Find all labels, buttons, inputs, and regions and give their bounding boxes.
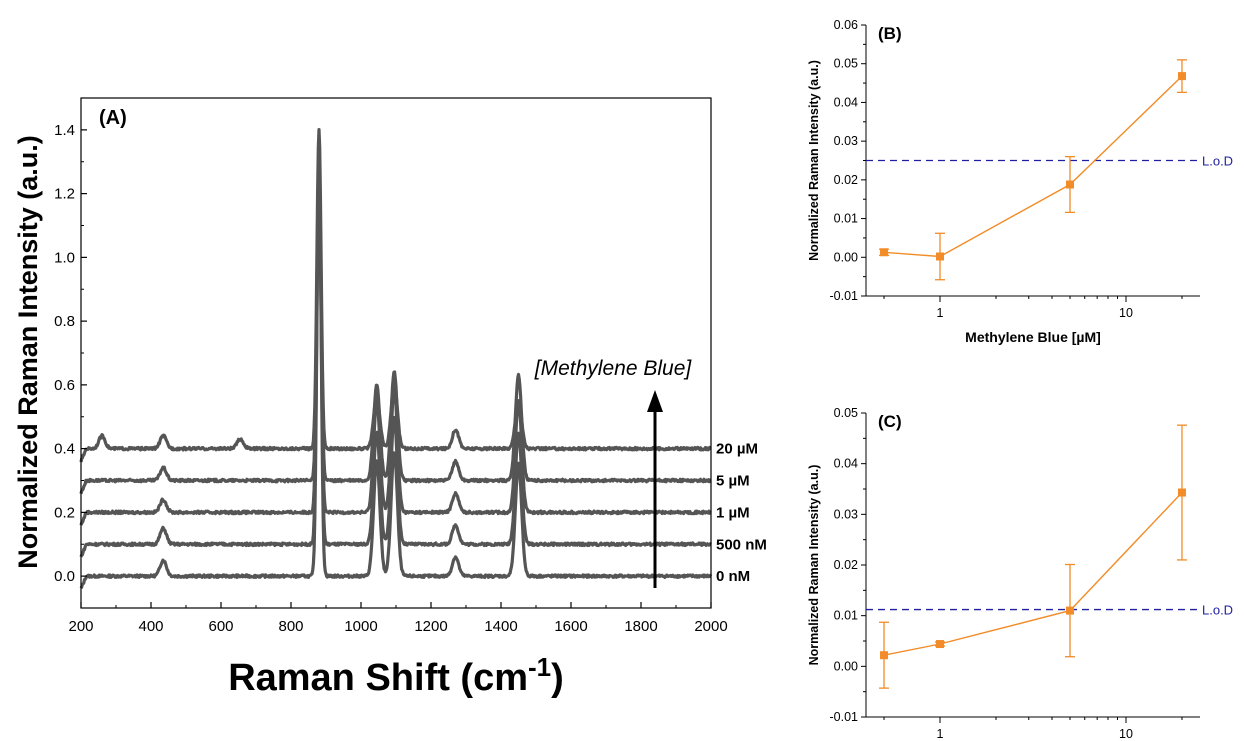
y-tick-label-a: 1.0 — [54, 249, 75, 266]
x-tick-label-a: 600 — [208, 618, 233, 635]
panel-label-c: (C) — [878, 412, 902, 431]
lod-label-b: L.o.D — [1202, 154, 1233, 169]
series-label: 1 µM — [716, 504, 750, 521]
data-line-c — [883, 492, 1183, 656]
y-tick-label-a: 0.0 — [54, 568, 75, 585]
y-tick-label-b: 0.03 — [834, 134, 858, 148]
y-tick-label-c: 0.02 — [834, 558, 858, 572]
data-point — [880, 651, 889, 660]
y-tick-label-a: 0.4 — [54, 441, 75, 458]
x-tick-label-a: 2000 — [694, 618, 727, 635]
y-tick-label-b: 0.04 — [834, 95, 858, 109]
panel-label-a: (A) — [99, 107, 127, 129]
y-axis-title-c: Normalized Raman Intensity (a.u.) — [807, 465, 821, 666]
y-tick-label-b: 0.01 — [834, 212, 858, 226]
spectra-group — [79, 128, 713, 590]
y-tick-label-a: 0.6 — [54, 377, 75, 394]
x-tick-label-b: 10 — [1119, 306, 1133, 320]
y-axis-title-b: Normalized Raman Intensity (a.u.) — [807, 60, 821, 261]
data-line-b — [883, 75, 1183, 258]
y-tick-label-b: 0.05 — [834, 57, 858, 71]
x-tick-label-c: 1 — [937, 727, 944, 741]
x-axis-title-b: Methylene Blue [µM] — [965, 329, 1101, 345]
y-tick-label-b: -0.01 — [830, 289, 859, 303]
series-label: 5 µM — [716, 473, 750, 490]
spectrum-line — [79, 128, 712, 463]
x-tick-label-b: 1 — [937, 306, 944, 320]
lod-label-c: L.o.D — [1202, 603, 1233, 618]
data-point — [1177, 488, 1186, 497]
y-tick-label-c: 0.01 — [834, 609, 858, 623]
y-tick-label-a: 1.4 — [54, 122, 75, 139]
x-tick-label-a: 1000 — [344, 618, 377, 635]
x-tick-label-a: 1800 — [624, 618, 657, 635]
x-tick-label-a: 400 — [138, 618, 163, 635]
arrow-label: [Methylene Blue] — [534, 357, 693, 380]
data-point — [1066, 180, 1075, 189]
x-tick-label-a: 1400 — [484, 618, 517, 635]
y-tick-label-a: 0.8 — [54, 313, 75, 330]
series-label: 20 µM — [716, 441, 758, 458]
x-tick-label-a: 200 — [68, 618, 93, 635]
data-point — [1066, 606, 1075, 615]
panel-label-b: (B) — [878, 24, 902, 43]
concentration-arrow-head — [647, 390, 663, 412]
y-tick-label-c: -0.01 — [830, 710, 859, 724]
y-tick-label-c: 0.05 — [834, 406, 858, 420]
data-point — [936, 640, 945, 649]
x-tick-label-a: 800 — [278, 618, 303, 635]
x-axis-title-a: Raman Shift (cm-1) — [228, 652, 564, 699]
series-label: 0 nM — [716, 568, 750, 585]
y-tick-label-b: 0.06 — [834, 18, 858, 32]
y-tick-label-c: 0.00 — [834, 659, 858, 673]
y-tick-label-a: 0.2 — [54, 504, 75, 521]
y-tick-label-c: 0.03 — [834, 507, 858, 521]
y-tick-label-a: 1.2 — [54, 186, 75, 203]
y-tick-label-b: 0.02 — [834, 173, 858, 187]
x-tick-label-a: 1600 — [554, 618, 587, 635]
series-label: 500 nM — [716, 536, 767, 553]
data-point — [880, 248, 889, 257]
y-tick-label-b: 0.00 — [834, 250, 858, 264]
y-axis-title-a: Normalized Raman Intensity (a.u.) — [13, 135, 43, 569]
x-tick-label-c: 10 — [1119, 727, 1133, 741]
data-point — [1177, 72, 1186, 81]
plot-frame-a — [80, 97, 712, 609]
x-tick-label-a: 1200 — [414, 618, 447, 635]
data-point — [936, 252, 945, 261]
y-tick-label-c: 0.04 — [834, 457, 858, 471]
